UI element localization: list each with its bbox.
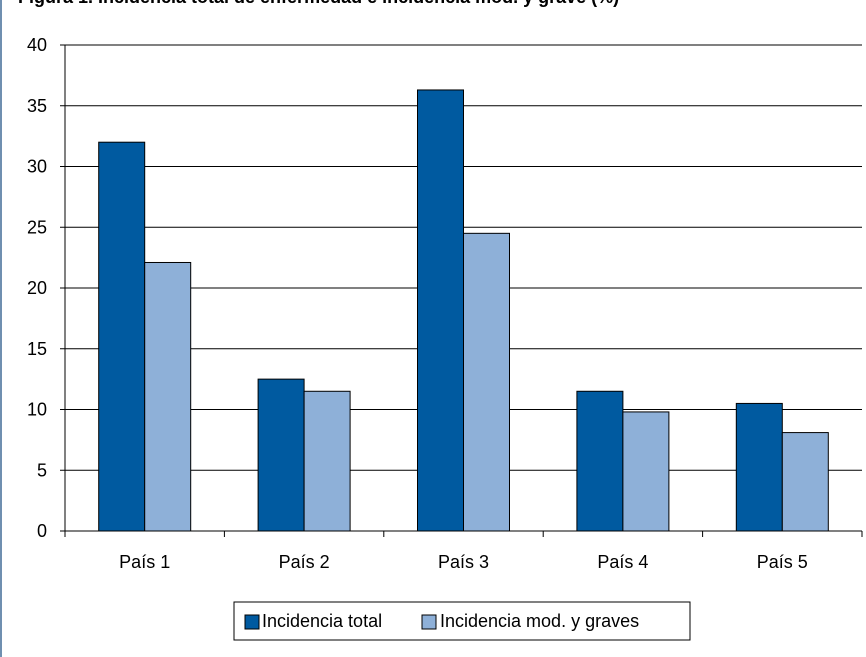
legend-label-incidencia-mod-graves: Incidencia mod. y graves (440, 611, 639, 631)
y-tick-label: 30 (27, 157, 47, 177)
bar-series-2-category-1 (144, 261, 192, 532)
figure-caption: Figura 1. Incidencia total de enfermedad… (18, 0, 619, 8)
bars (98, 89, 829, 532)
y-tick-label: 15 (27, 339, 47, 359)
bar-series-1-category-3 (417, 89, 464, 532)
y-tick-label: 5 (37, 460, 47, 480)
bar-series-2-category-3 (463, 232, 510, 532)
x-tick-label: País 3 (438, 552, 489, 572)
bar-series-1-category-1 (98, 141, 146, 532)
bar-series-1-category-4 (576, 390, 624, 532)
x-tick-label: País 2 (279, 552, 330, 572)
y-tick-label: 20 (27, 278, 47, 298)
legend-box (233, 601, 691, 641)
y-axis-ticks: 0 5 10 15 20 25 30 35 40 (27, 35, 65, 541)
y-tick-label: 10 (27, 400, 47, 420)
bar-series-1-category-2 (257, 378, 305, 532)
x-tick-label: País 5 (757, 552, 808, 572)
y-tick-label: 35 (27, 96, 47, 116)
x-axis-ticks: País 1 País 2 País 3 País 4 País 5 (64, 531, 863, 572)
y-tick-label: 40 (27, 35, 47, 55)
bar-series-2-category-4 (622, 411, 670, 532)
bar-series-1-category-5 (735, 402, 783, 532)
x-tick-label: País 1 (119, 552, 170, 572)
axes (64, 45, 862, 532)
y-tick-label: 0 (37, 521, 47, 541)
legend: Incidencia total Incidencia mod. y grave… (233, 601, 691, 641)
bar-series-2-category-2 (303, 390, 351, 532)
legend-swatch-incidencia-mod-graves (421, 614, 437, 630)
legend-swatch-incidencia-total (244, 614, 260, 630)
legend-label-incidencia-total: Incidencia total (262, 611, 382, 631)
y-tick-label: 25 (27, 217, 47, 237)
bar-series-2-category-5 (781, 432, 829, 532)
x-tick-label: País 4 (597, 552, 648, 572)
